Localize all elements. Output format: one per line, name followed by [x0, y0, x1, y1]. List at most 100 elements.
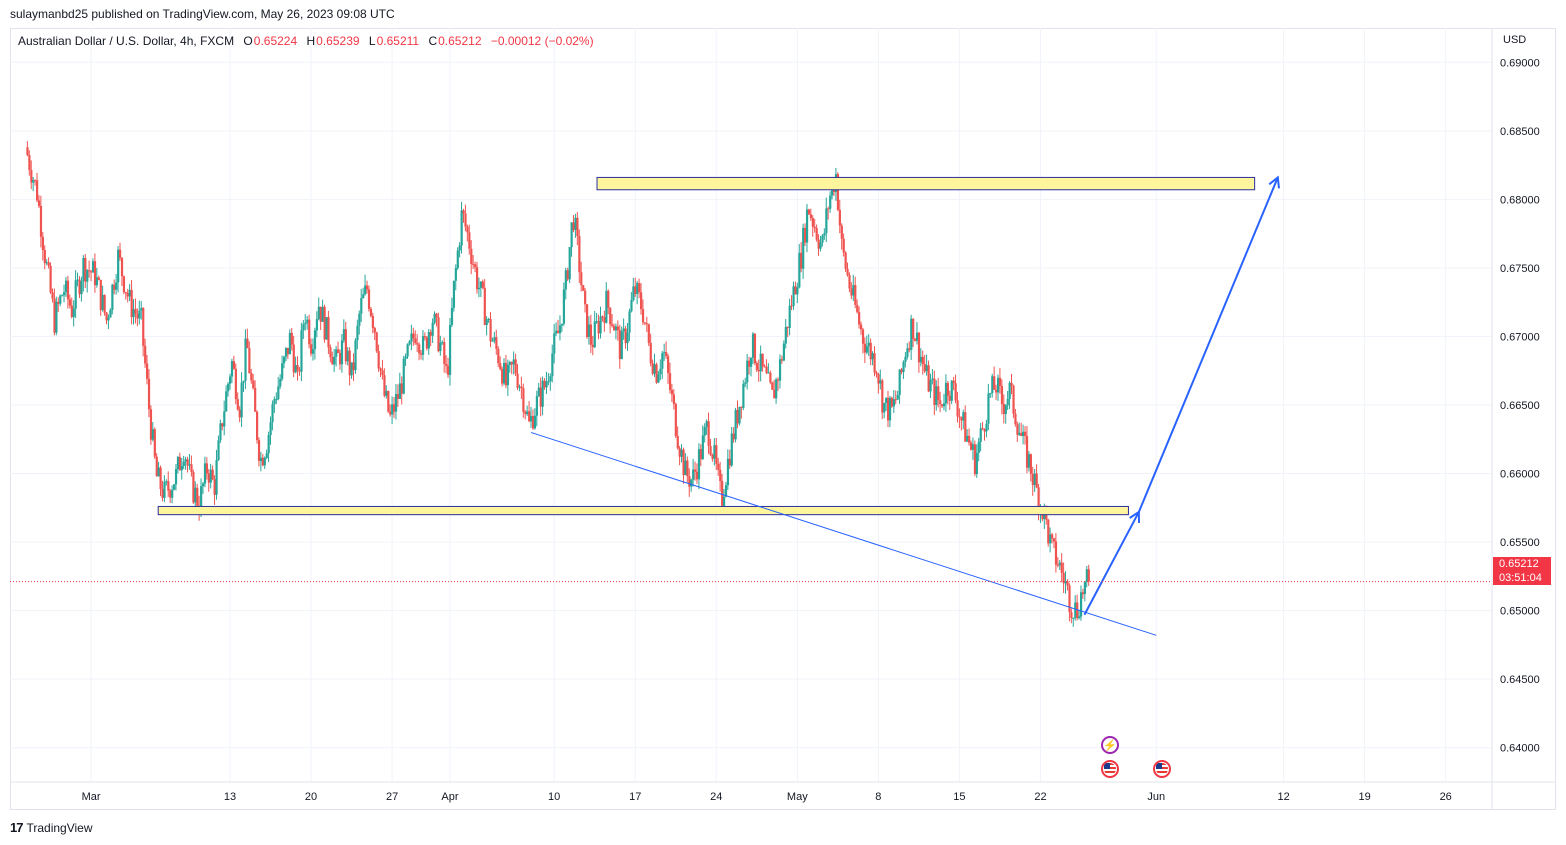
- candle-body: [533, 415, 537, 429]
- candle-body: [232, 361, 236, 369]
- candle-body: [1054, 541, 1058, 565]
- candle-body: [825, 208, 828, 234]
- candle-body: [645, 323, 648, 325]
- publisher-text: sulaymanbd25 published on TradingView.co…: [10, 7, 395, 21]
- candle-body: [315, 319, 319, 331]
- price-tick-label: 0.69000: [1500, 57, 1540, 69]
- candle-body: [128, 289, 131, 297]
- candle-body: [1060, 562, 1063, 573]
- us-flag-icon[interactable]: [1153, 760, 1171, 778]
- candle-body: [115, 282, 118, 290]
- candle-body: [713, 445, 716, 459]
- price-tick-label: 0.64000: [1500, 743, 1540, 755]
- candle-body: [373, 327, 376, 333]
- candle-body: [585, 304, 589, 337]
- candle-body: [427, 332, 430, 349]
- candle-body: [921, 356, 924, 365]
- candle-body: [520, 386, 523, 389]
- time-tick-label: May: [787, 791, 808, 803]
- candle-body: [844, 252, 847, 269]
- chart-frame[interactable]: [10, 28, 1556, 810]
- candle-body: [472, 264, 475, 266]
- candle-body: [59, 295, 62, 304]
- candle-body: [323, 306, 326, 340]
- candle-body: [192, 471, 195, 503]
- candle-body: [659, 368, 662, 375]
- candle-body: [802, 227, 805, 269]
- candle-body: [888, 397, 892, 421]
- candle-body: [82, 258, 85, 282]
- candle-body: [344, 329, 347, 362]
- candle-body: [269, 422, 272, 436]
- candle-body: [846, 268, 849, 276]
- tradingview-brand[interactable]: 17 TradingView: [10, 820, 93, 835]
- candle-body: [827, 208, 830, 210]
- candle-body: [531, 415, 535, 429]
- candle-body: [726, 458, 730, 486]
- currency-label[interactable]: USD: [1503, 34, 1527, 46]
- candle-body: [742, 383, 745, 408]
- symbol-title: Australian Dollar / U.S. Dollar, 4h, FXC…: [18, 34, 235, 48]
- candle-body: [93, 261, 97, 286]
- candle-body: [173, 484, 176, 490]
- candle-body: [169, 490, 172, 498]
- candle-body: [379, 368, 382, 371]
- candle-body: [804, 227, 807, 243]
- candle-body: [45, 262, 48, 264]
- candle-body: [331, 357, 334, 365]
- low-value: 0.65211: [376, 34, 420, 48]
- candle-body: [252, 380, 255, 389]
- price-tick-label: 0.68000: [1500, 194, 1540, 206]
- candle-body: [780, 359, 784, 361]
- candle-body: [506, 364, 510, 386]
- open-value: 0.65224: [253, 34, 298, 48]
- candle-body: [607, 290, 610, 308]
- candle-body: [690, 479, 693, 487]
- candle-body: [383, 375, 386, 396]
- candle-body: [512, 359, 515, 365]
- candle-body: [117, 249, 120, 283]
- lightning-icon[interactable]: ⚡: [1101, 736, 1119, 754]
- candle-body: [707, 421, 710, 446]
- candle-body: [861, 329, 865, 344]
- candle-body: [221, 423, 224, 427]
- candle-body: [207, 473, 210, 483]
- candle-body: [578, 235, 581, 273]
- candle-body: [944, 382, 948, 404]
- candle-body: [261, 457, 264, 466]
- candle-body: [184, 459, 187, 462]
- candle-body: [55, 301, 58, 333]
- candle-body: [203, 463, 207, 484]
- candle-body: [709, 445, 712, 455]
- candle-body: [817, 239, 820, 249]
- candle-body: [217, 440, 220, 461]
- candle-body: [348, 350, 351, 376]
- candle-body: [88, 270, 91, 272]
- candle-body: [416, 343, 419, 345]
- candle-body: [1083, 581, 1087, 595]
- candle-body: [483, 287, 486, 325]
- candle-body: [396, 393, 400, 399]
- candle-body: [962, 412, 965, 421]
- candle-body: [638, 283, 641, 293]
- candle-body: [219, 423, 222, 441]
- drawing-zones: [157, 176, 1256, 516]
- candle-body: [308, 319, 311, 345]
- candle-body: [34, 180, 37, 182]
- time-tick-label: 15: [953, 791, 965, 803]
- candle-body: [254, 388, 257, 412]
- candle-body: [105, 312, 108, 321]
- candle-body: [1006, 399, 1009, 406]
- candle-body: [670, 389, 674, 395]
- candle-body: [468, 232, 471, 249]
- candle-body: [593, 321, 596, 348]
- candle-body: [360, 298, 363, 314]
- time-tick-label: Apr: [441, 791, 458, 803]
- candle-body: [547, 381, 550, 383]
- candle-body: [458, 245, 461, 251]
- candle-body: [149, 409, 153, 440]
- us-flag-icon[interactable]: [1101, 760, 1119, 778]
- candle-body: [699, 449, 703, 460]
- candle-body: [283, 356, 286, 364]
